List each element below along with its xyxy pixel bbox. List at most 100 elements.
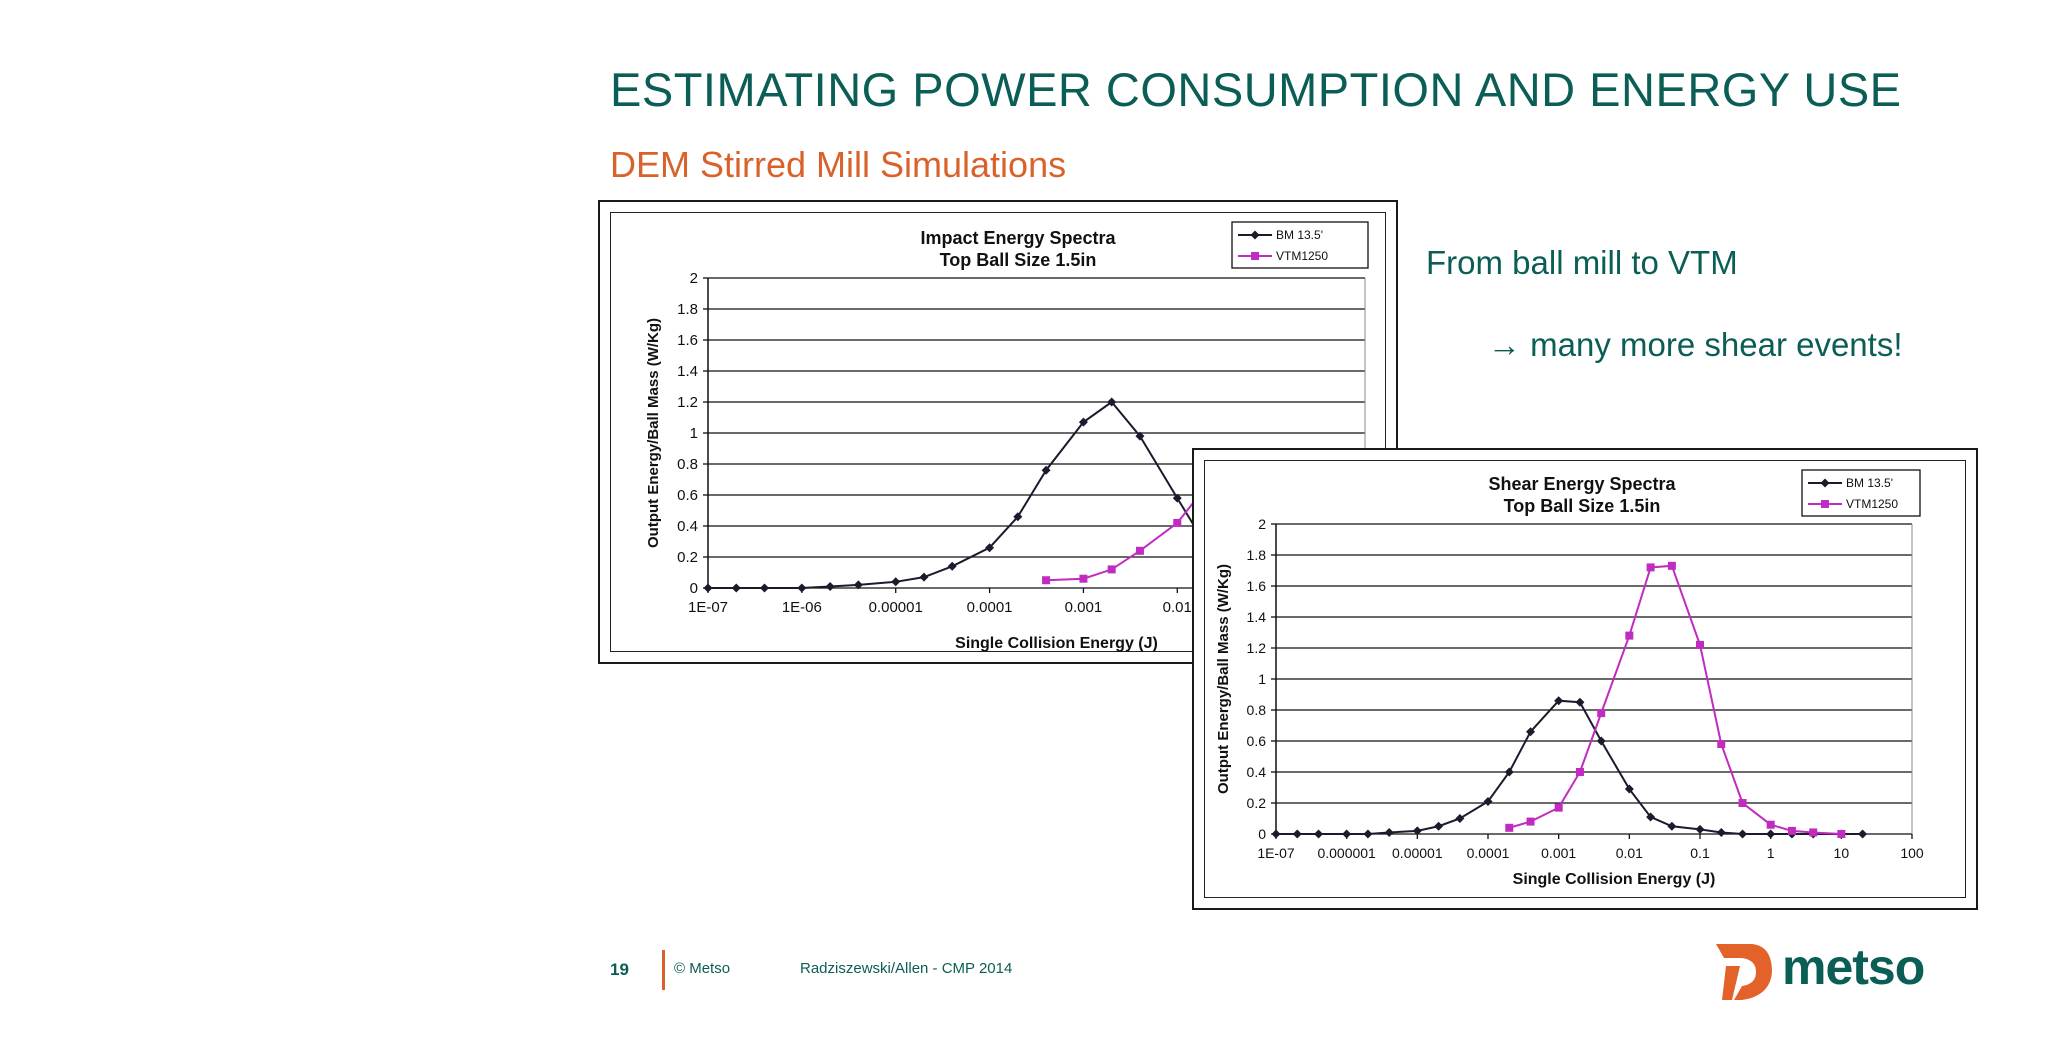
y-tick-label: 1.2 [1247, 640, 1267, 656]
y-tick-label: 0.8 [1247, 702, 1267, 718]
y-tick-label: 1.6 [1247, 578, 1267, 594]
vtm-data-point [1135, 546, 1144, 555]
bm-data-point [703, 583, 713, 593]
vtm-data-point [1575, 768, 1584, 776]
bm-data-point [1342, 829, 1352, 839]
y-tick-label: 0.2 [677, 549, 698, 566]
bm-data-point [1667, 821, 1677, 831]
x-tick-label: 0.000001 [1317, 845, 1376, 861]
vtm-data-point [1505, 823, 1514, 832]
y-tick-label: 1 [690, 425, 698, 442]
x-tick-label: 0.00001 [1392, 845, 1443, 861]
vtm-data-point [1787, 826, 1796, 835]
bm-data-point [947, 561, 957, 571]
shear-chart-frame: 0 0.2 0.4 0.6 0.8 1 1.2 1.4 1.6 1.8 2 1E-07 0.000001… [1192, 448, 1978, 910]
x-tick-label: 0.01 [1163, 599, 1192, 616]
legend-marker [1250, 230, 1260, 240]
legend-marker [1251, 252, 1259, 260]
vtm-data-point [1597, 709, 1606, 718]
bm-data-point [1013, 512, 1023, 522]
y-tick-label: 0.8 [677, 456, 698, 473]
bm-data-point [797, 583, 807, 593]
vtm-data-point [1766, 820, 1775, 829]
x-tick-label: 0.00001 [869, 599, 923, 616]
bm-data-point [1384, 827, 1394, 837]
bm-data-point [1434, 821, 1444, 831]
y-tick-label: 1 [1258, 671, 1266, 687]
note-line-2: → many more shear events! [1488, 326, 1903, 363]
x-axis-label: Single Collision Energy (J) [1513, 871, 1716, 888]
legend-label: BM 13.5' [1276, 228, 1323, 242]
bm-data-point [985, 543, 995, 553]
x-tick-label: 0.1 [1690, 845, 1710, 861]
y-tick-label: 1.4 [677, 363, 698, 380]
bm-data-point [1135, 431, 1145, 441]
vtm-data-point [1042, 576, 1051, 585]
legend-marker [1821, 500, 1829, 508]
bm-data-point [1504, 767, 1514, 777]
x-tick-label: 0.001 [1541, 845, 1576, 861]
vtm-data-point [1554, 803, 1563, 812]
bm-data-point [1483, 796, 1493, 806]
y-tick-label: 0.6 [677, 487, 698, 504]
bm-data-point [760, 583, 770, 593]
vtm-data-point [1809, 828, 1818, 837]
bm-data-point [1455, 814, 1465, 823]
page-number: 19 [610, 960, 629, 979]
y-axis-label: Output Energy/Ball Mass (W/Kg) [1215, 564, 1232, 794]
bm-data-point [1412, 826, 1422, 836]
slide-title: ESTIMATING POWER CONSUMPTION AND ENERGY … [610, 63, 1902, 116]
bm-data-point [1646, 812, 1656, 822]
x-tick-label: 1E-07 [1257, 845, 1295, 861]
x-axis-label: Single Collision Energy (J) [955, 635, 1158, 652]
y-tick-label: 2 [690, 270, 698, 287]
x-tick-label: 0.01 [1616, 845, 1643, 861]
y-tick-label: 1.2 [677, 394, 698, 411]
vtm-data-point [1717, 740, 1726, 749]
metso-logo-icon [1716, 944, 1772, 1000]
y-tick-label: 0.4 [1247, 764, 1267, 780]
x-tick-label: 1 [1767, 845, 1775, 861]
bm-data-point [1695, 824, 1705, 834]
vtm-data-point [1173, 518, 1182, 527]
bm-data-point [891, 577, 901, 587]
slide-subtitle: DEM Stirred Mill Simulations [610, 144, 1067, 185]
legend-box [1801, 469, 1921, 517]
y-tick-label: 1.6 [677, 332, 698, 349]
bm-data-point [1624, 784, 1634, 794]
bm-data-point [1858, 829, 1868, 839]
bm-data-point [1107, 397, 1117, 407]
y-axis-label: Output Energy/Ball Mass (W/Kg) [645, 318, 662, 548]
bm-data-point [1716, 827, 1726, 837]
x-tick-label: 10 [1834, 845, 1850, 861]
vtm-data-point [1625, 631, 1634, 640]
copyright-text: © Metso [674, 960, 731, 977]
chart-subtitle: Top Ball Size 1.5in [940, 250, 1097, 270]
vtm-data-point [1667, 561, 1676, 570]
x-tick-label: 0.001 [1065, 599, 1103, 616]
y-tick-label: 0.2 [1247, 795, 1267, 811]
footer-divider [662, 950, 665, 990]
metso-logo-text: metso [1782, 939, 1925, 995]
bm-data-point [1596, 736, 1606, 746]
y-tick-label: 1.8 [677, 301, 698, 318]
legend-label: VTM1250 [1276, 249, 1328, 263]
vtm-data-point [1837, 830, 1846, 838]
legend-label: BM 13.5' [1846, 476, 1893, 490]
x-tick-label: 0.0001 [1467, 845, 1510, 861]
x-tick-label: 100 [1900, 845, 1924, 861]
bm-data-point [1363, 829, 1373, 839]
y-tick-label: 0 [690, 580, 698, 597]
bm-data-point [1314, 829, 1324, 839]
metso-logo: metso [1712, 936, 1942, 1006]
chart-title: Shear Energy Spectra [1488, 474, 1676, 494]
bm-data-point [1575, 697, 1585, 707]
note-line-1: From ball mill to VTM [1426, 244, 1738, 281]
bm-data-point [1766, 829, 1776, 839]
bm-data-point [1172, 493, 1182, 503]
legend-box [1231, 221, 1369, 269]
x-tick-label: 1E-06 [782, 599, 822, 616]
bm-data-point [1738, 829, 1748, 839]
bm-data-point [1554, 696, 1564, 706]
bm-series-line [1276, 699, 1863, 835]
